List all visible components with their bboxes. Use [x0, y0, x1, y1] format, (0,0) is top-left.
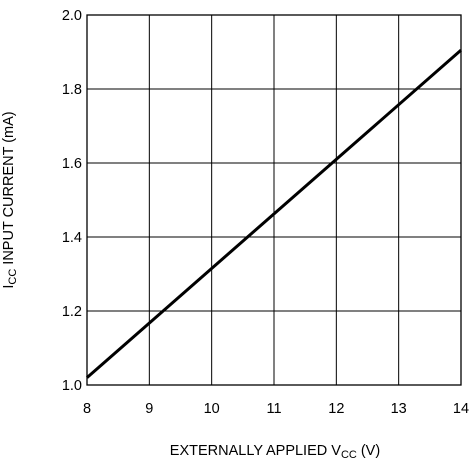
x-axis-title-prefix: EXTERNALLY APPLIED V	[170, 443, 341, 459]
x-tick-label-2: 10	[204, 401, 220, 417]
y-tick-label-5: 2.0	[62, 8, 82, 24]
y-axis-title: ICC INPUT CURRENT (mA)	[1, 111, 19, 288]
x-tick-labels: 8 9 10 11 12 13 14	[83, 401, 469, 417]
x-axis-title-subscript: CC	[341, 449, 357, 461]
x-tick-label-1: 9	[145, 401, 153, 417]
y-tick-label-1: 1.2	[62, 304, 82, 320]
y-axis-title-prefix: I	[1, 285, 17, 289]
x-axis-title-suffix: (V)	[357, 443, 380, 459]
y-tick-label-0: 1.0	[62, 378, 82, 394]
y-axis-title-subscript: CC	[7, 269, 19, 285]
x-tick-label-5: 13	[391, 401, 407, 417]
x-axis-title: EXTERNALLY APPLIED VCC (V)	[170, 443, 380, 461]
series-layer	[86, 49, 462, 379]
plot-frame	[86, 14, 462, 386]
x-tick-label-6: 14	[453, 401, 469, 417]
y-tick-label-2: 1.4	[62, 230, 82, 246]
series-line-0	[86, 49, 462, 379]
y-tick-labels: 1.0 1.2 1.4 1.6 1.8 2.0	[62, 8, 82, 394]
y-tick-label-3: 1.6	[62, 156, 82, 172]
x-tick-label-4: 12	[328, 401, 344, 417]
x-tick-label-3: 11	[266, 401, 281, 417]
x-tick-label-0: 8	[83, 401, 91, 417]
y-axis-title-suffix: INPUT CURRENT (mA)	[1, 111, 17, 268]
y-tick-label-4: 1.8	[62, 82, 82, 98]
